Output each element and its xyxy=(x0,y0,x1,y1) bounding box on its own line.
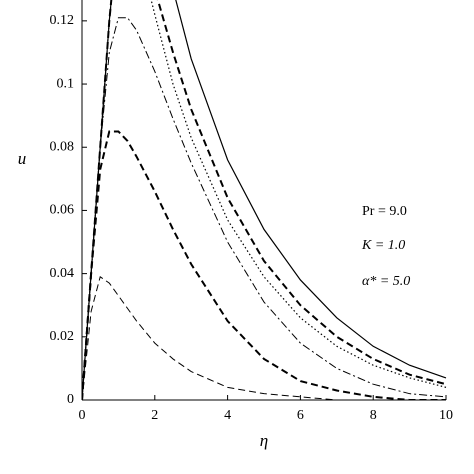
y-tick-label: 0.02 xyxy=(50,329,75,344)
x-tick-label: 10 xyxy=(439,408,453,423)
y-tick-label: 0.08 xyxy=(50,139,75,154)
annotation: Pr = 9.0 xyxy=(362,204,407,219)
y-tick-label: 0.12 xyxy=(50,13,75,28)
x-tick-label: 2 xyxy=(151,408,158,423)
y-tick-label: 0.04 xyxy=(50,266,75,281)
line-series xyxy=(82,275,446,400)
line-series xyxy=(82,17,447,400)
y-tick-label: 0.06 xyxy=(50,203,75,218)
x-tick-label: 0 xyxy=(79,408,86,423)
y-axis-label: u xyxy=(18,149,27,168)
line-series xyxy=(82,0,447,400)
y-tick-label: 0 xyxy=(67,392,74,407)
x-tick-label: 8 xyxy=(370,408,377,423)
annotation: K = 1.0 xyxy=(361,238,405,253)
y-tick-label: 0.1 xyxy=(57,76,75,91)
line-series xyxy=(82,0,447,400)
annotation: α* = 5.0 xyxy=(362,274,410,289)
line-series xyxy=(82,130,446,400)
x-axis-label: η xyxy=(260,431,268,450)
x-tick-label: 4 xyxy=(224,408,231,423)
line-series xyxy=(82,0,447,400)
x-tick-label: 6 xyxy=(297,408,304,423)
